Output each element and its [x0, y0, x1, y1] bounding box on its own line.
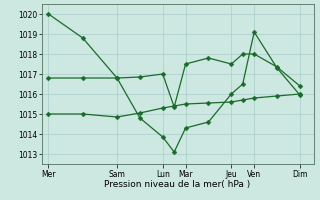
X-axis label: Pression niveau de la mer( hPa ): Pression niveau de la mer( hPa ) [104, 180, 251, 189]
